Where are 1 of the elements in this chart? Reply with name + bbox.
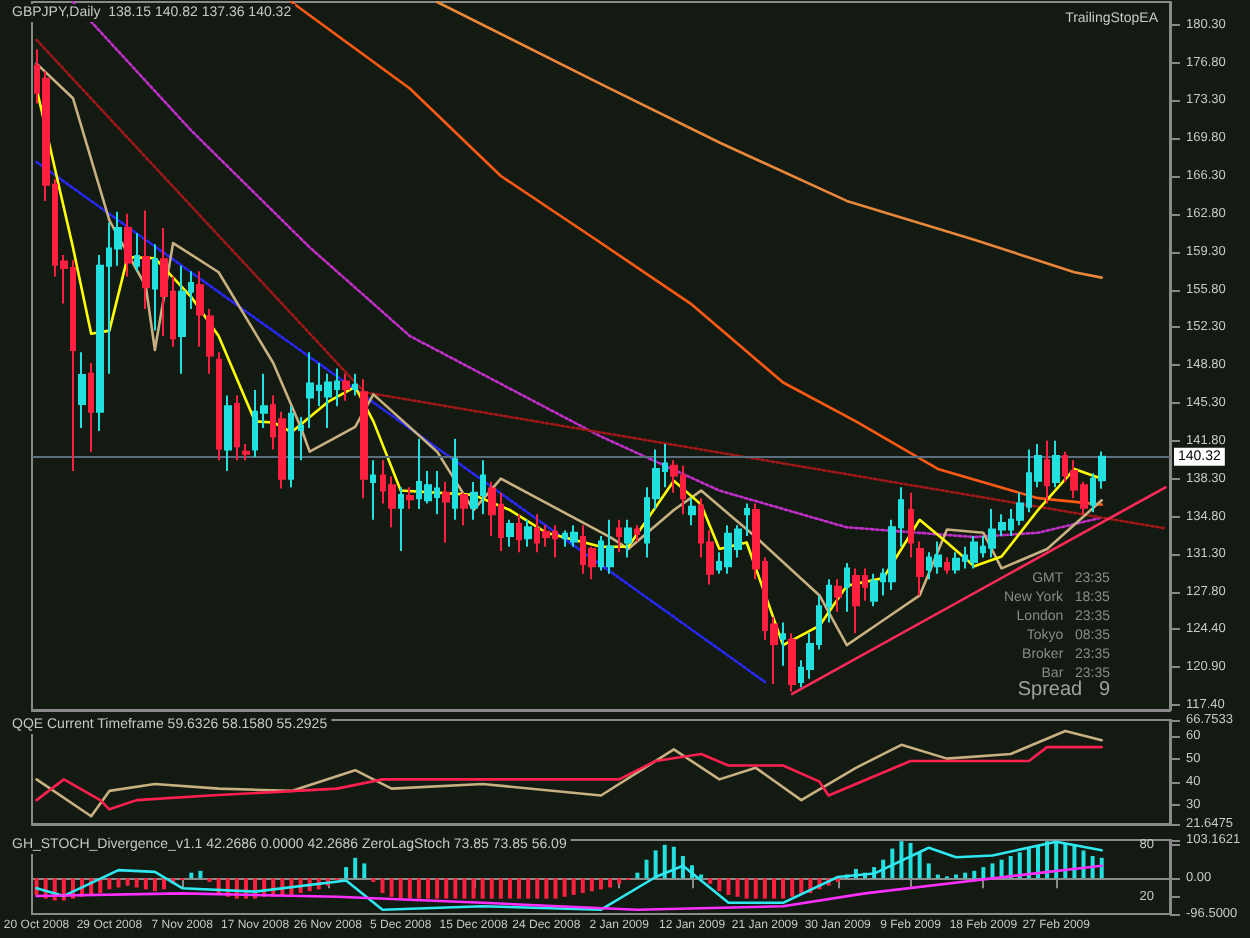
annotation: Spread 9 [1017, 679, 1111, 701]
